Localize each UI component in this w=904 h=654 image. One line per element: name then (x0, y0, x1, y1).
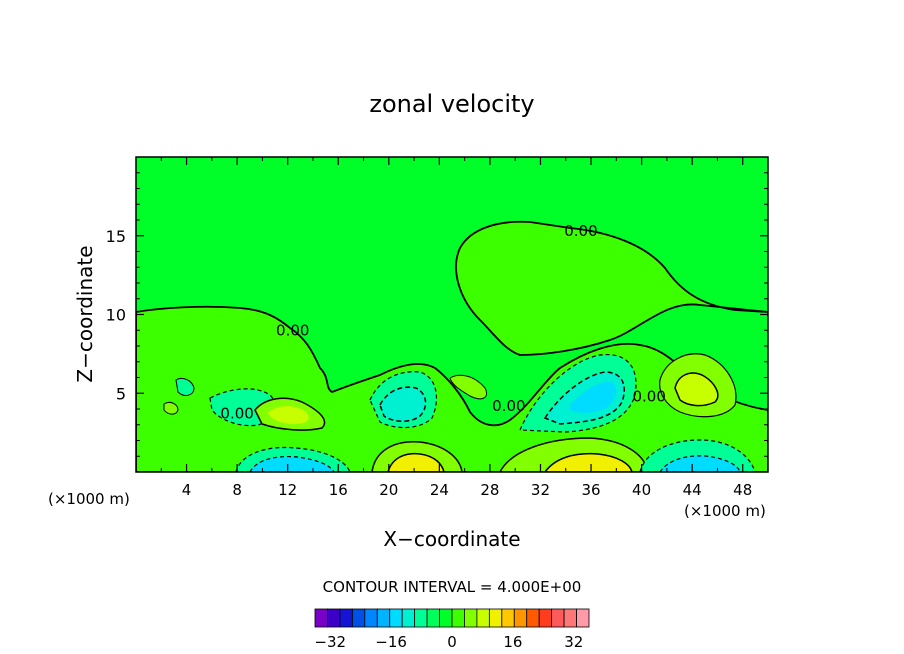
bottom-positive-right-core (544, 452, 633, 472)
colorbar-swatch (351, 608, 366, 628)
x-unit-right: (×1000 m) (684, 502, 766, 520)
colorbar-swatch (576, 608, 590, 628)
colorbar-swatch (414, 608, 428, 628)
colorbar-swatch (538, 608, 553, 628)
colorbar-swatch (551, 608, 565, 628)
region-lower-left (136, 305, 768, 472)
region-upper-right (455, 220, 768, 356)
colorbar-swatch (339, 608, 353, 628)
colorbar-swatch (513, 608, 528, 628)
bottom-positive-center-core (387, 452, 445, 472)
x-tick-label: 48 (733, 481, 752, 499)
colorbar-swatch (439, 608, 453, 628)
colorbar-swatch (364, 608, 378, 628)
colorbar-tick-label: −16 (375, 633, 407, 651)
small-cell-left-2 (163, 401, 179, 415)
contour-label: 0.00 (632, 387, 665, 405)
colorbar-swatch (488, 608, 503, 628)
colorbar-swatch (327, 608, 341, 628)
y-axis-ticks: 5 10 15 (106, 172, 768, 457)
negative-cell-center-inner (379, 386, 427, 422)
colorbar-swatch (563, 608, 577, 628)
x-tick-label: 16 (329, 481, 348, 499)
contour-interval: CONTOUR INTERVAL = 4.000E+00 (323, 578, 582, 596)
colorbar-swatch (526, 608, 540, 628)
x-axis-ticks: 4 8 12 16 20 24 28 32 36 40 44 48 (160, 157, 752, 499)
contour-label: 0.00 (276, 321, 309, 339)
colorbar: −32 −16 0 16 32 (314, 608, 590, 651)
y-tick-label: 5 (116, 384, 126, 403)
colorbar-swatch (476, 608, 490, 628)
y-tick-label: 10 (106, 306, 126, 325)
x-tick-label: 32 (531, 481, 550, 499)
contour-labels: 0.00 0.00 0.00 0.00 0.00 (220, 222, 665, 423)
x-tick-label: 12 (278, 481, 297, 499)
y-axis-label: Z−coordinate (73, 245, 97, 382)
x-tick-label: 36 (581, 481, 600, 499)
x-tick-label: 20 (379, 481, 398, 499)
colorbar-tick-label: −32 (314, 633, 346, 651)
x-tick-label: 8 (232, 481, 242, 499)
positive-cell-left-core (268, 406, 309, 424)
colorbar-swatch (501, 608, 515, 628)
colorbar-swatch (389, 608, 403, 628)
small-cell-left (175, 377, 195, 396)
chart-title: zonal velocity (369, 90, 534, 118)
contour-label: 0.00 (564, 222, 597, 240)
colorbar-swatch (376, 608, 391, 628)
x-tick-label: 28 (480, 481, 499, 499)
x-tick-label: 4 (182, 481, 192, 499)
x-tick-label: 24 (430, 481, 449, 499)
negative-cell-right-core (570, 381, 617, 413)
plot-area (136, 157, 768, 472)
x-axis-label: X−coordinate (383, 527, 520, 551)
y-tick-label: 15 (106, 227, 126, 246)
colorbar-tick-label: 16 (503, 633, 522, 651)
colorbar-tick-label: 0 (447, 633, 457, 651)
positive-cell-right-core (674, 372, 719, 407)
colorbar-swatch (401, 608, 416, 628)
colorbar-swatch (451, 608, 465, 628)
colorbar-tick-label: 32 (564, 633, 583, 651)
x-tick-label: 40 (632, 481, 651, 499)
bottom-negative-right-inner (659, 455, 741, 472)
colorbar-swatch (426, 608, 440, 628)
colorbar-swatch (464, 608, 478, 628)
positive-cell-small (449, 374, 487, 400)
x-unit-left: (×1000 m) (48, 490, 130, 508)
contour-label: 0.00 (220, 405, 253, 423)
x-tick-label: 44 (683, 481, 702, 499)
contour-label: 0.00 (492, 397, 525, 415)
colorbar-swatch (314, 608, 328, 628)
